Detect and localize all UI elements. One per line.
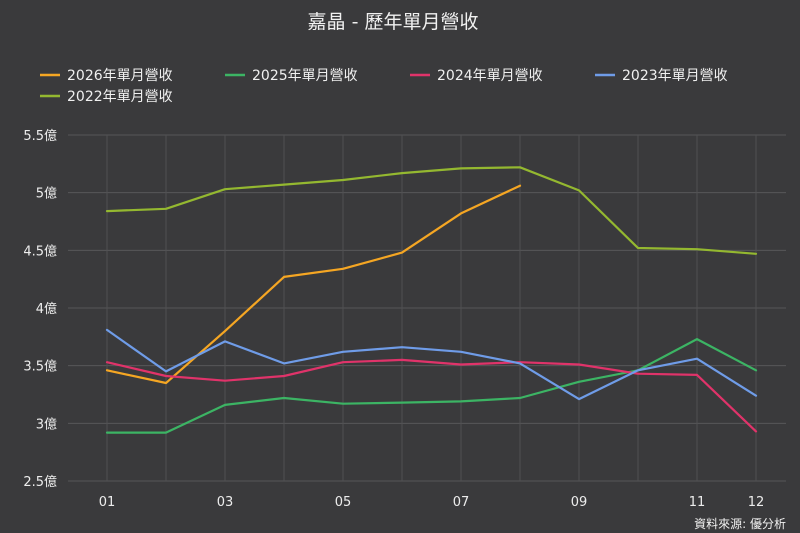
series-line-2025年單月營收: [105, 338, 758, 434]
y-tick-label: 4.5億: [23, 243, 57, 259]
legend: 2026年單月營收 2025年單月營收 2024年單月營收 2023年單月營收 2022…: [40, 68, 728, 105]
legend-label: 2026年單月營收: [67, 68, 173, 84]
legend-label: 2022年單月營收: [67, 89, 173, 105]
x-tick-label: 03: [217, 495, 234, 510]
x-tick-label: 07: [453, 495, 470, 510]
series-line-2024年單月營收: [105, 358, 758, 433]
series-group: [105, 166, 758, 434]
x-tick-label: 01: [99, 495, 116, 510]
chart-title: 嘉晶 - 歷年單月營收: [308, 11, 479, 33]
series-line-2026年單月營收: [105, 184, 522, 385]
y-tick-label: 4億: [36, 301, 57, 317]
source-note: 資料來源: 優分析: [694, 517, 786, 531]
series-line-2022年單月營收: [105, 166, 758, 255]
legend-label: 2023年單月營收: [622, 68, 728, 84]
x-tick-label: 12: [748, 495, 765, 510]
y-tick-label: 2.5億: [23, 474, 57, 490]
series-line-2023年單月營收: [105, 328, 758, 401]
y-tick-label: 3億: [36, 416, 57, 432]
y-tick-label: 5.5億: [23, 128, 57, 144]
y-axis: 2.5億 3億 3.5億 4億 4.5億 5億 5.5億: [23, 128, 57, 490]
x-axis: 01 03 05 07 09 11 12: [99, 495, 765, 510]
grid: [68, 134, 786, 482]
y-tick-label: 5億: [36, 186, 57, 202]
legend-label: 2024年單月營收: [437, 68, 543, 84]
x-tick-label: 05: [335, 495, 352, 510]
x-tick-label: 09: [571, 495, 588, 510]
legend-label: 2025年單月營收: [252, 68, 358, 84]
y-tick-label: 3.5億: [23, 359, 57, 375]
x-tick-label: 11: [689, 495, 706, 510]
